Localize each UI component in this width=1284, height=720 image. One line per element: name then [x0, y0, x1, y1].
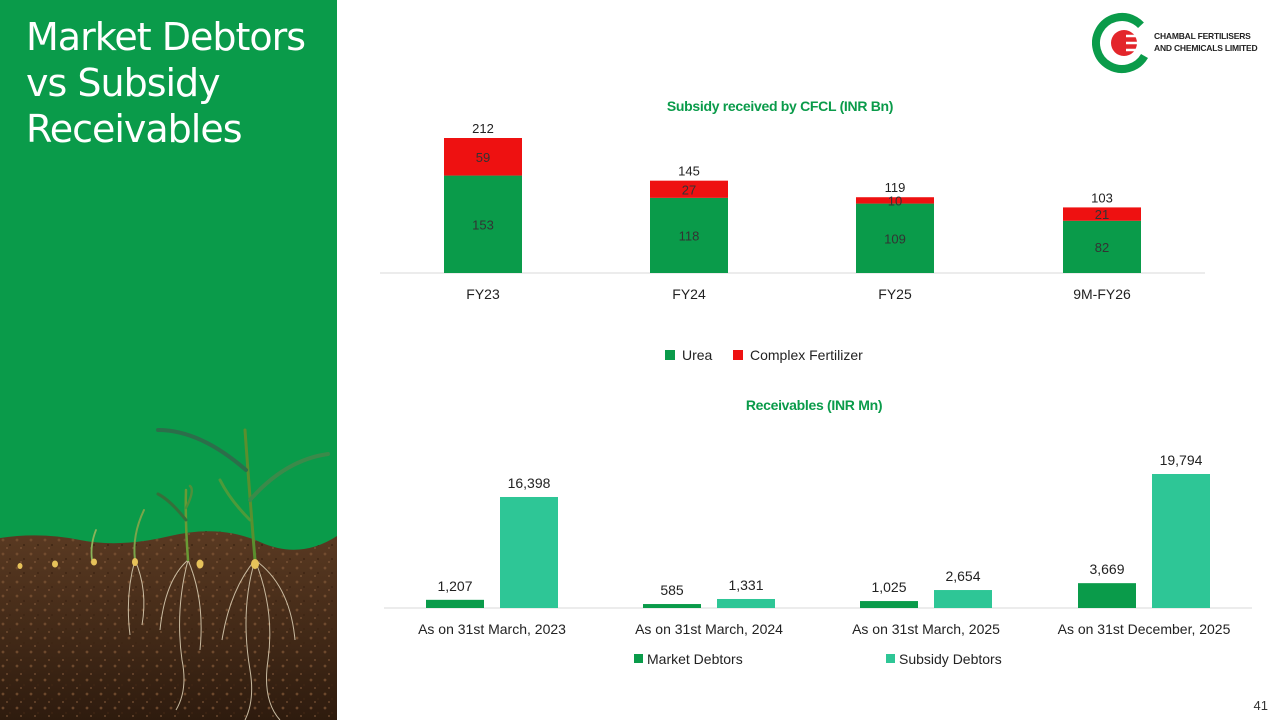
label-total-2: 119	[885, 180, 906, 195]
label-complex-3: 21	[1095, 207, 1109, 222]
label-subsidy-1: 1,331	[728, 577, 763, 593]
label-market-1: 585	[660, 582, 684, 598]
recv-category-label-0: As on 31st March, 2023	[418, 621, 566, 637]
category-label-1: FY24	[672, 286, 706, 302]
legend-label-complex: Complex Fertilizer	[750, 347, 863, 363]
bar-urea-3	[1063, 220, 1141, 273]
logo-text: CHAMBAL FERTILISERS AND CHEMICALS LIMITE…	[1154, 30, 1258, 54]
legend-swatch-complex	[733, 350, 743, 360]
bar-market-1	[643, 604, 701, 608]
legend-swatch-market	[634, 654, 643, 663]
label-market-3: 3,669	[1089, 561, 1124, 577]
legend-label-urea: Urea	[682, 347, 713, 363]
bar-complex-2	[856, 197, 934, 204]
bar-urea-0	[444, 175, 522, 273]
category-label-3: 9M-FY26	[1073, 286, 1131, 302]
label-complex-0: 59	[476, 150, 490, 165]
subsidy-chart-title: Subsidy received by CFCL (INR Bn)	[666, 98, 894, 114]
logo-text-line-1: CHAMBAL FERTILISERS	[1154, 31, 1251, 41]
label-subsidy-2: 2,654	[945, 568, 980, 584]
recv-category-label-2: As on 31st March, 2025	[852, 621, 1000, 637]
receivables-chart-title: Receivables (INR Mn)	[745, 397, 883, 413]
label-urea-0: 153	[472, 217, 494, 232]
slide-title-line-1: Market Debtors	[26, 15, 306, 59]
bar-urea-1	[650, 197, 728, 273]
bar-complex-1	[650, 180, 728, 198]
subsidy-legend: Urea Complex Fertilizer	[665, 347, 863, 363]
slide-title: Market Debtors vs Subsidy Receivables	[26, 14, 306, 152]
company-logo	[1092, 12, 1272, 74]
label-complex-1: 27	[682, 182, 696, 197]
category-label-2: FY25	[878, 286, 912, 302]
left-panel: Market Debtors vs Subsidy Receivables	[0, 0, 337, 720]
label-urea-1: 118	[679, 228, 700, 243]
bar-complex-0	[444, 138, 522, 176]
recv-category-label-3: As on 31st December, 2025	[1058, 621, 1231, 637]
bar-market-2	[860, 601, 918, 608]
bar-subsidy-2	[934, 590, 992, 608]
page-number: 41	[1253, 698, 1268, 713]
label-complex-2: 10	[888, 193, 902, 208]
receivables-grouped-bar-chart: 1,207 16,398 As on 31st March, 2023 585 1,33…	[384, 452, 1252, 667]
label-market-0: 1,207	[437, 578, 472, 594]
receivables-legend: Market Debtors Subsidy Debtors	[634, 651, 1002, 667]
logo-text-line-2: AND CHEMICALS LIMITED	[1154, 43, 1258, 53]
label-urea-2: 109	[884, 231, 906, 246]
legend-swatch-subsidy	[886, 654, 895, 663]
legend-label-subsidy: Subsidy Debtors	[899, 651, 1002, 667]
legend-label-market: Market Debtors	[647, 651, 743, 667]
bar-subsidy-1	[717, 598, 775, 608]
bar-subsidy-0	[500, 496, 558, 608]
label-total-3: 103	[1091, 190, 1113, 205]
label-total-0: 212	[472, 121, 494, 136]
label-market-2: 1,025	[871, 579, 906, 595]
logo-mark-icon	[1092, 13, 1152, 73]
bar-subsidy-3	[1152, 474, 1210, 608]
bar-complex-3	[1063, 207, 1141, 221]
slide-title-line-2: vs Subsidy	[26, 61, 221, 105]
slide-title-line-3: Receivables	[26, 107, 243, 151]
category-label-0: FY23	[466, 286, 500, 302]
label-subsidy-0: 16,398	[508, 475, 551, 491]
bar-market-3	[1078, 583, 1136, 608]
legend-swatch-urea	[665, 350, 675, 360]
label-total-1: 145	[678, 164, 700, 179]
bar-urea-2	[856, 203, 934, 273]
label-subsidy-3: 19,794	[1160, 452, 1203, 468]
recv-category-label-1: As on 31st March, 2024	[635, 621, 783, 637]
label-urea-3: 82	[1095, 240, 1109, 255]
bar-market-0	[426, 599, 484, 608]
soil-plant-illustration	[0, 428, 337, 720]
